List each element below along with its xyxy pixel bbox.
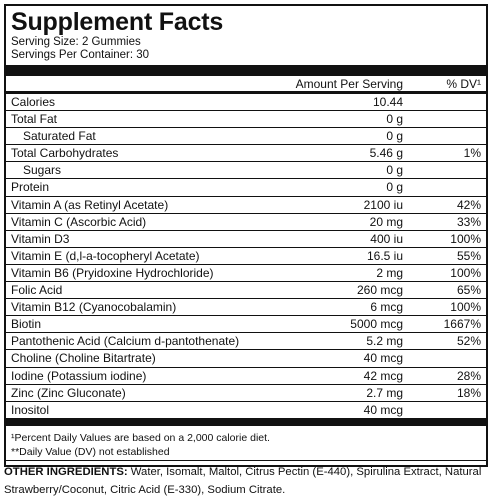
title: Supplement Facts (11, 8, 224, 36)
nutrient-name: Total Fat (11, 112, 58, 127)
daily-value (403, 128, 481, 144)
nutrient-name: Vitamin C (Ascorbic Acid) (11, 214, 147, 229)
nutrient-name: Calories (11, 95, 56, 109)
nutrient-name: Iodine (Potassium iodine) (11, 368, 147, 383)
nutrient-name: Vitamin E (d,l-a-tocopheryl Acetate) (11, 248, 200, 263)
amount: 5.2 mg (366, 334, 403, 349)
table-row: Pantothenic Acid (Calcium d-pantothenate… (6, 332, 486, 349)
daily-value: 65% (456, 283, 481, 298)
table-row: Vitamin B6 (Pryidoxine Hydrochloride) 2 m… (6, 263, 486, 281)
nutrient-name: Total Carbohydrates (11, 146, 119, 161)
table-row: Folic Acid 260 mcg 65% (6, 281, 486, 298)
daily-value: 1% (463, 146, 481, 161)
divider (6, 417, 486, 426)
table-body: Calories 10.44 Total Fat 0 g Saturated Fat 0 … (6, 94, 486, 418)
nutrient-name: Vitamin B12 (Cyanocobalamin) (11, 300, 177, 315)
table-row: Vitamin E (d,l-a-tocopheryl Acetate) 16.5… (6, 246, 486, 264)
table-row: Zinc (Zinc Gluconate) 2.7 mg 18% (6, 383, 486, 401)
other-ingredients-label: OTHER INGREDIENTS: (4, 466, 128, 478)
serving-size: Serving Size: 2 Gummies (11, 36, 141, 48)
table-row: Vitamin C (Ascorbic Acid) 20 mg 33% (6, 212, 486, 230)
amount: 10.44 (372, 95, 403, 109)
daily-value (403, 94, 481, 110)
daily-value: 18% (456, 385, 481, 400)
daily-value: 33% (456, 214, 481, 229)
servings-per-container: Servings Per Container: 30 (11, 49, 150, 61)
table-row: Iodine (Potassium iodine) 42 mcg 28% (6, 366, 486, 384)
table-row: Vitamin B12 (Cyanocobalamin) 6 mcg 100% (6, 298, 486, 315)
daily-value: 100% (450, 231, 481, 246)
table-row: Inositol 40 mcg (6, 400, 486, 418)
amount: 40 mcg (363, 351, 403, 366)
column-header: Amount Per Serving (295, 77, 403, 91)
nutrient-name: Pantothenic Acid (Calcium d-pantothenate… (11, 334, 240, 349)
nutrient-name: Zinc (Zinc Gluconate) (11, 385, 126, 400)
amount: 6 mcg (370, 300, 403, 315)
amount: 42 mcg (363, 368, 403, 383)
facts-panel: Supplement Facts Serving Size: 2 Gummies… (4, 4, 488, 467)
amount: 20 mg (369, 214, 403, 229)
table-row: Total Fat 0 g (6, 110, 486, 127)
other-ingredients: OTHER INGREDIENTS: Water, Isomalt, Malto… (4, 460, 488, 499)
amount: 40 mcg (363, 402, 403, 417)
table-row: Calories 10.44 (6, 94, 486, 110)
divider (6, 65, 486, 76)
footnote: ¹Percent Daily Values are based on a 2,0… (11, 431, 270, 444)
nutrient-name: Sugars (23, 163, 62, 178)
amount: 5.46 g (369, 146, 403, 161)
daily-value (403, 111, 481, 127)
table-row: Saturated Fat 0 g (6, 127, 486, 144)
daily-value (403, 350, 481, 366)
nutrient-name: Vitamin A (as Retinyl Acetate) (11, 197, 169, 212)
daily-value: 100% (450, 300, 481, 315)
footnote: **Daily Value (DV) not established (11, 445, 170, 458)
amount: 0 g (386, 129, 403, 144)
daily-value: 1667% (443, 317, 481, 332)
nutrient-name: Choline (Choline Bitartrate) (11, 351, 156, 366)
daily-value: 52% (456, 334, 481, 349)
table-row: Sugars 0 g (6, 161, 486, 178)
table-row: Total Carbohydrates 5.46 g 1% (6, 144, 486, 161)
nutrient-name: Vitamin D3 (11, 231, 70, 246)
table-row: Vitamin A (as Retinyl Acetate) 2100 iu 42% (6, 195, 486, 213)
nutrient-name: Protein (11, 180, 50, 195)
table-row: Vitamin D3 400 iu 100% (6, 229, 486, 247)
daily-value (403, 179, 481, 195)
table-row: Protein 0 g (6, 178, 486, 195)
column-header: % DV¹ (446, 77, 481, 91)
amount: 400 iu (370, 231, 403, 246)
amount: 0 g (386, 112, 403, 127)
nutrient-name: Folic Acid (11, 283, 63, 298)
amount: 2.7 mg (366, 385, 403, 400)
nutrient-name: Inositol (11, 402, 50, 417)
other-ingredients-text: Water, Isomalt, Maltol, Citrus Pectin (E… (4, 466, 482, 496)
amount: 2100 iu (363, 197, 403, 212)
nutrient-name: Vitamin B6 (Pryidoxine Hydrochloride) (11, 265, 214, 280)
daily-value: 100% (450, 265, 481, 280)
amount: 0 g (386, 180, 403, 195)
table-row: Choline (Choline Bitartrate) 40 mcg (6, 349, 486, 366)
daily-value (403, 162, 481, 178)
daily-value (403, 402, 481, 418)
daily-value: 28% (456, 368, 481, 383)
amount: 16.5 iu (366, 248, 403, 263)
nutrient-name: Biotin (11, 317, 42, 332)
amount: 2 mg (376, 265, 403, 280)
amount: 0 g (386, 163, 403, 178)
amount: 260 mcg (356, 283, 403, 298)
daily-value: 55% (456, 248, 481, 263)
table-header: Amount Per Serving % DV¹ (6, 76, 486, 94)
amount: 5000 mcg (350, 317, 403, 332)
daily-value: 42% (456, 197, 481, 212)
nutrient-name: Saturated Fat (23, 129, 96, 144)
table-row: Biotin 5000 mcg 1667% (6, 315, 486, 332)
